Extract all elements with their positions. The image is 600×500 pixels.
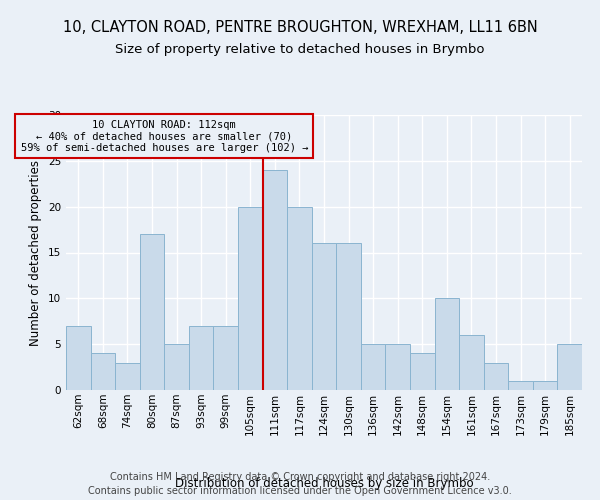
- Bar: [508, 381, 533, 390]
- Bar: [287, 206, 312, 390]
- Bar: [66, 326, 91, 390]
- Bar: [91, 354, 115, 390]
- Bar: [484, 362, 508, 390]
- Bar: [312, 244, 336, 390]
- Bar: [434, 298, 459, 390]
- Bar: [459, 335, 484, 390]
- Bar: [385, 344, 410, 390]
- Bar: [410, 354, 434, 390]
- Bar: [140, 234, 164, 390]
- Bar: [238, 206, 263, 390]
- Bar: [533, 381, 557, 390]
- Text: 10 CLAYTON ROAD: 112sqm
← 40% of detached houses are smaller (70)
59% of semi-de: 10 CLAYTON ROAD: 112sqm ← 40% of detache…: [20, 120, 308, 153]
- Bar: [189, 326, 214, 390]
- Bar: [557, 344, 582, 390]
- Bar: [214, 326, 238, 390]
- Y-axis label: Number of detached properties: Number of detached properties: [29, 160, 43, 346]
- Bar: [164, 344, 189, 390]
- Text: Contains HM Land Registry data © Crown copyright and database right 2024.: Contains HM Land Registry data © Crown c…: [110, 472, 490, 482]
- Bar: [115, 362, 140, 390]
- Text: 10, CLAYTON ROAD, PENTRE BROUGHTON, WREXHAM, LL11 6BN: 10, CLAYTON ROAD, PENTRE BROUGHTON, WREX…: [62, 20, 538, 35]
- Bar: [263, 170, 287, 390]
- Bar: [361, 344, 385, 390]
- Bar: [336, 244, 361, 390]
- Text: Contains public sector information licensed under the Open Government Licence v3: Contains public sector information licen…: [88, 486, 512, 496]
- X-axis label: Distribution of detached houses by size in Brymbo: Distribution of detached houses by size …: [175, 476, 473, 490]
- Text: Size of property relative to detached houses in Brymbo: Size of property relative to detached ho…: [115, 42, 485, 56]
